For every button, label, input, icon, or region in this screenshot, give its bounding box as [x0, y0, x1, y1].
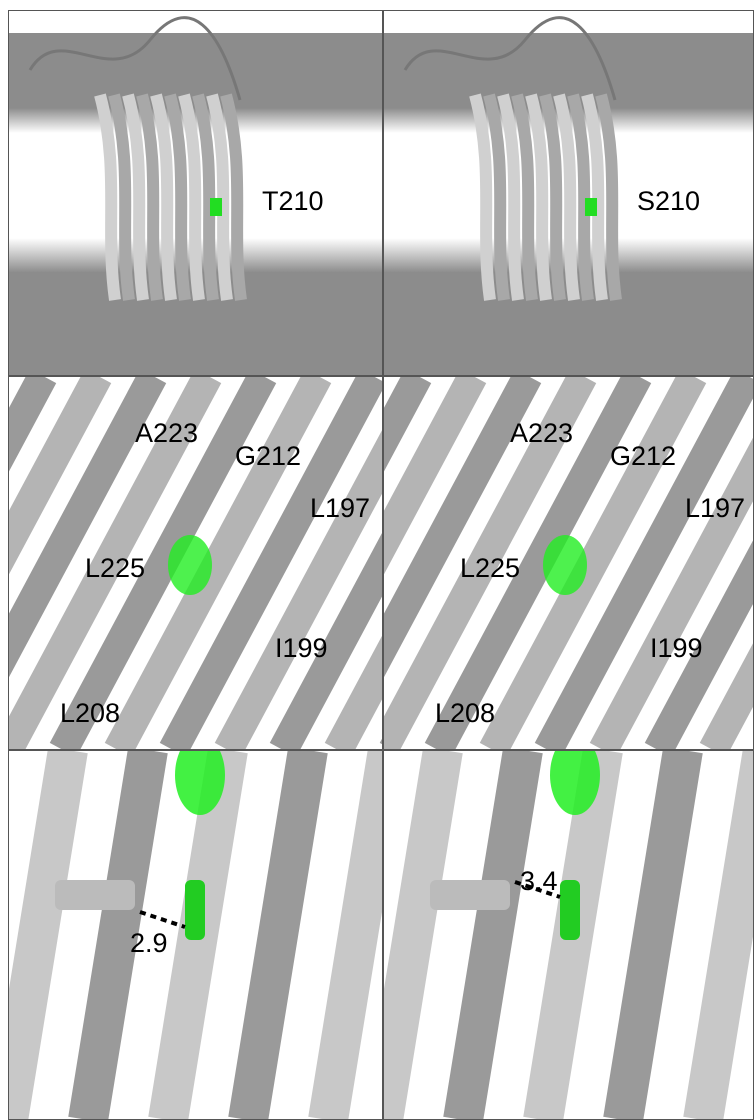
residue-label: S210 — [637, 186, 700, 216]
residue-label: A223 — [135, 418, 198, 448]
figure: T210 A223 G212 L197 L225 I199 L208 2.9 S210 A223 G… — [0, 0, 754, 1120]
residue-label: G212 — [610, 441, 676, 471]
page: {"top_row": {"left": {"residue": "T210"}… — [0, 0, 754, 1120]
residue — [210, 198, 222, 216]
residue-stick — [185, 880, 205, 940]
residue-label: A223 — [510, 418, 573, 448]
residue-stick — [560, 880, 580, 940]
panel: S210 — [383, 10, 754, 376]
residue-label: I199 — [275, 633, 328, 663]
residue-label: L208 — [60, 698, 120, 728]
residue-label: G212 — [235, 441, 301, 471]
side-chain — [55, 880, 135, 910]
membrane-top — [8, 33, 383, 133]
highlight — [168, 535, 212, 595]
residue — [585, 198, 597, 216]
side-chain — [430, 880, 510, 910]
residue-label: L197 — [310, 493, 370, 523]
residue-label: L225 — [460, 553, 520, 583]
highlight — [543, 535, 587, 595]
residue-label: L208 — [435, 698, 495, 728]
residue-label: L197 — [685, 493, 745, 523]
residue-label: I199 — [650, 633, 703, 663]
distance-label: 3.4 — [520, 866, 558, 896]
residue-label: T210 — [262, 186, 324, 216]
residue-label: L225 — [85, 553, 145, 583]
distance-label: 2.9 — [130, 928, 168, 958]
panel: T210 — [8, 10, 383, 376]
